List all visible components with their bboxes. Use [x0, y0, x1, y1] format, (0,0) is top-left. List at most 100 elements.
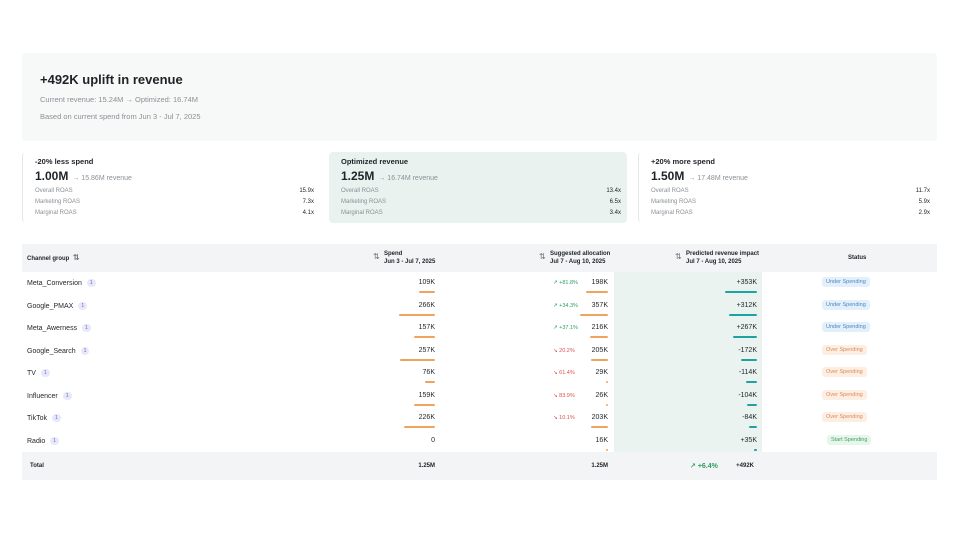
spend-value: 0 — [431, 436, 435, 444]
impact-column-highlight — [614, 272, 762, 480]
scenario-label: -20% less spend — [35, 157, 94, 166]
spend-value: 226K — [418, 414, 435, 421]
spend-bar — [418, 291, 435, 293]
table-row[interactable]: Google_PMAX 1 266K ↗ +34.3% 357K +312K Under S… — [22, 295, 937, 317]
status-badge: Over Spending — [822, 389, 867, 400]
status-badge: Over Spending — [822, 412, 867, 422]
suggested-value: 16K — [595, 436, 608, 444]
table-row[interactable]: Radio 1 0 16K +35K Start Spending — [22, 430, 937, 452]
suggested-value: 29K — [595, 369, 608, 376]
total-row: Total 1.25M 1.25M ↗ +6.4% +492K — [22, 452, 937, 480]
impact-value: -172K — [738, 346, 757, 354]
impact-bar — [749, 426, 757, 428]
allocation-delta: ↘ 10.1% — [553, 415, 575, 421]
total-impact: +492K — [736, 463, 754, 469]
suggested-value: 203K — [591, 414, 608, 421]
total-delta: ↗ +6.4% — [690, 463, 718, 470]
header-channel-group[interactable]: Channel group ⇅ — [27, 253, 80, 263]
spend-bar — [414, 336, 435, 338]
impact-value: +312K — [736, 301, 757, 309]
channel-count-badge: 1 — [40, 369, 50, 377]
spend-value: 76K — [422, 369, 435, 376]
channel-name: Meta_Conversion 1 — [27, 279, 96, 287]
channel-count-badge: 1 — [78, 301, 88, 310]
scenario-value: 1.50M → 17.48M revenue — [651, 169, 748, 183]
scenario-more-spend[interactable]: +20% more spend 1.50M → 17.48M revenue Ov… — [638, 152, 936, 223]
header-predicted-revenue-impact[interactable]: Predicted revenue impact Jul 7 - Aug 10,… — [686, 251, 760, 265]
suggested-bar — [606, 403, 608, 406]
sort-icon[interactable]: ⇅ — [539, 252, 546, 261]
table-row[interactable]: Influencer 1 159K ↘ 83.9% 26K -104K Over Spend… — [22, 385, 937, 407]
allocation-delta: ↘ 20.2% — [553, 347, 575, 354]
trend-down-icon: ↘ — [553, 392, 558, 399]
spend-bar — [404, 426, 435, 428]
table-header: Channel group ⇅ ⇅ Spend Jun 3 - Jul 7, 2… — [22, 244, 937, 272]
scenario-value: 1.25M → 16.74M revenue — [341, 169, 438, 183]
impact-value: -84K — [742, 414, 757, 421]
scenario-revenue: → 16.74M revenue — [378, 175, 438, 182]
impact-value: -114K — [738, 369, 757, 376]
summary-card: +492K uplift in revenue Current revenue:… — [22, 53, 937, 141]
summary-title: +492K uplift in revenue — [40, 72, 183, 87]
metric-marketing-roas: Marketing ROAS 7.3x — [35, 199, 314, 205]
table-row[interactable]: TV 1 76K ↘ 61.4% 29K -114K Over Spending — [22, 362, 937, 384]
allocation-table: Channel group ⇅ ⇅ Spend Jun 3 - Jul 7, 2… — [22, 244, 937, 480]
trend-up-icon: ↗ — [690, 463, 696, 470]
trend-down-icon: ↘ — [553, 347, 558, 354]
allocation-delta: ↘ 83.9% — [553, 392, 575, 399]
sort-icon[interactable]: ⇅ — [675, 252, 682, 261]
table-row[interactable]: TikTok 1 226K ↘ 10.1% 203K -84K Over Spending — [22, 407, 937, 429]
status-badge: Under Spending — [822, 277, 870, 287]
allocation-delta: ↗ +37.1% — [553, 325, 578, 331]
impact-value: +267K — [736, 324, 757, 331]
impact-bar — [747, 403, 757, 406]
table-row[interactable]: Google_Search 1 257K ↘ 20.2% 205K -172K Over S… — [22, 340, 937, 362]
spend-bar — [414, 403, 435, 406]
spend-bar — [400, 358, 435, 361]
scenario-optimized[interactable]: Optimized revenue 1.25M → 16.74M revenue … — [329, 152, 627, 223]
spend-bar — [399, 313, 435, 316]
sort-icon[interactable]: ⇅ — [73, 253, 80, 262]
sort-icon[interactable]: ⇅ — [373, 252, 380, 261]
metric-marginal-roas: Marginal ROAS 3.4x — [341, 210, 621, 216]
suggested-bar — [580, 313, 608, 316]
channel-count-badge: 1 — [82, 324, 91, 332]
header-suggested-allocation[interactable]: Suggested allocation Jul 7 - Aug 10, 202… — [550, 251, 611, 265]
metric-marginal-roas: Marginal ROAS 4.1x — [35, 210, 314, 216]
channel-name: Radio 1 — [27, 436, 60, 445]
status-badge: Under Spending — [822, 322, 870, 332]
scenario-less-spend[interactable]: -20% less spend 1.00M → 15.86M revenue Ov… — [22, 152, 320, 223]
table-row[interactable]: Meta_Conversion 1 109K ↗ +81.8% 198K +353K Und… — [22, 272, 937, 294]
spend-period-note: Based on current spend from Jun 3 - Jul … — [40, 112, 201, 121]
channel-count-badge: 1 — [51, 414, 61, 422]
channel-count-badge: 1 — [80, 346, 90, 355]
suggested-bar — [606, 448, 608, 451]
channel-count-badge: 1 — [62, 391, 72, 400]
trend-up-icon: ↗ — [553, 325, 558, 331]
suggested-bar — [605, 381, 608, 383]
suggested-value: 357K — [591, 301, 608, 309]
status-badge: Under Spending — [822, 299, 870, 310]
impact-bar — [728, 313, 757, 316]
trend-up-icon: ↗ — [553, 280, 558, 286]
header-status: Status — [848, 255, 867, 261]
metric-overall-roas: Overall ROAS 13.4x — [341, 188, 621, 194]
allocation-delta: ↘ 61.4% — [553, 370, 575, 376]
allocation-delta: ↗ +34.3% — [553, 302, 578, 309]
trend-down-icon: ↘ — [553, 370, 558, 376]
channel-count-badge: 1 — [50, 436, 60, 445]
header-spend[interactable]: Spend Jun 3 - Jul 7, 2025 — [384, 251, 436, 265]
suggested-value: 216K — [591, 324, 608, 331]
table-row[interactable]: Meta_Awerness 1 157K ↗ +37.1% 216K +267K Under… — [22, 317, 937, 339]
metric-marketing-roas: Marketing ROAS 5.9x — [651, 199, 930, 205]
spend-value: 157K — [418, 324, 435, 331]
spend-value: 266K — [418, 301, 435, 309]
suggested-bar — [590, 336, 608, 338]
spend-value: 159K — [418, 391, 435, 399]
metric-overall-roas: Overall ROAS 11.7x — [651, 188, 930, 194]
channel-name: TV 1 — [27, 369, 50, 377]
current-vs-optimized-revenue: Current revenue: 15.24M → Optimized: 16.… — [40, 95, 198, 104]
scenario-label: Optimized revenue — [341, 157, 409, 166]
impact-value: +35K — [740, 436, 757, 444]
impact-value: +353K — [736, 279, 757, 286]
